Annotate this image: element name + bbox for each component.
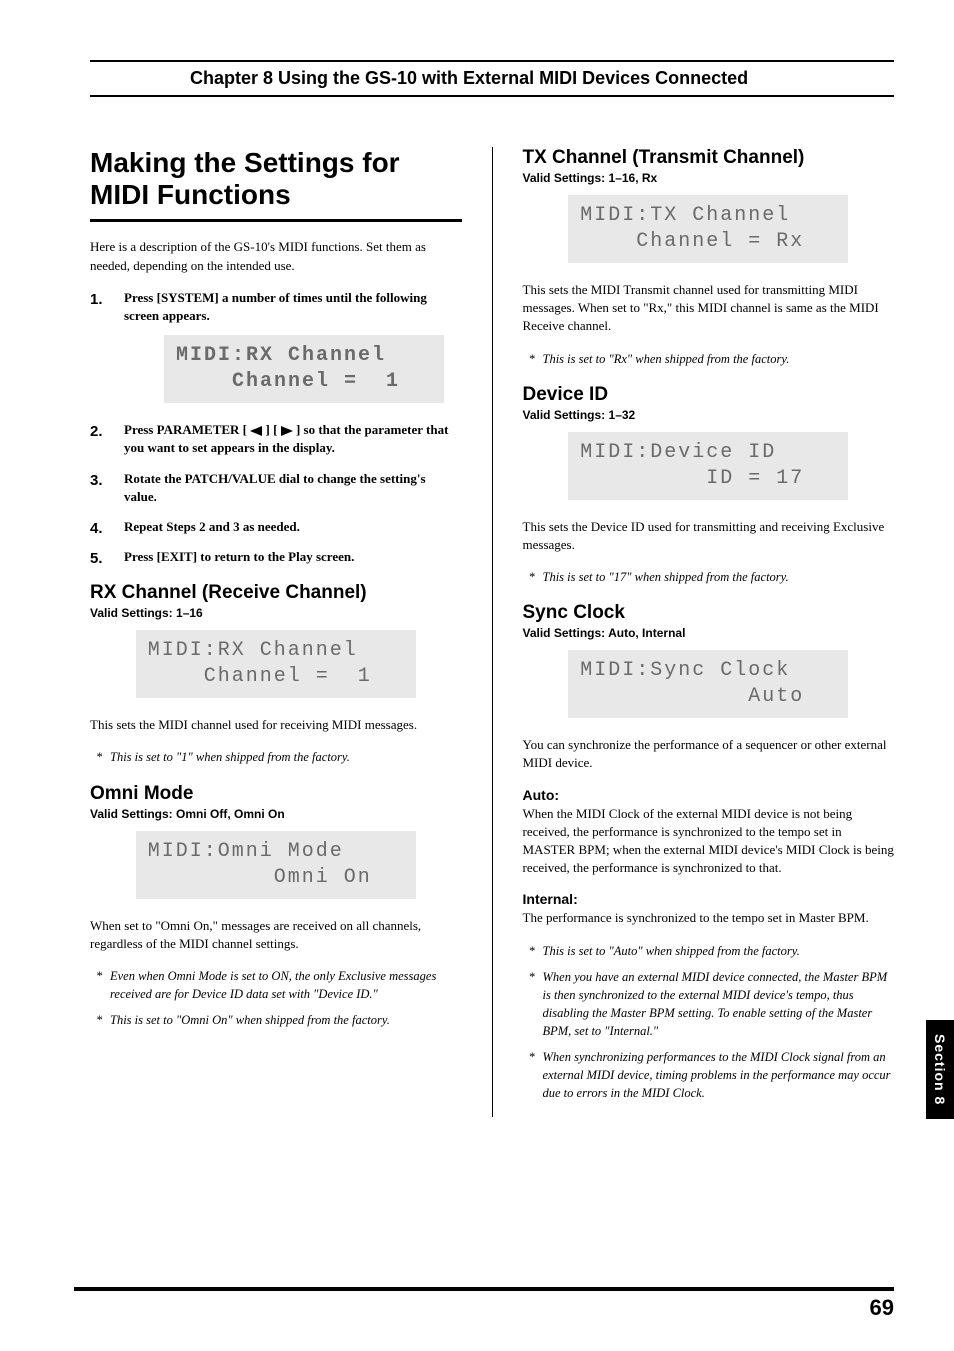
step-3: Rotate the PATCH/VALUE dial to change th… xyxy=(90,470,462,506)
sync-body: You can synchronize the performance of a… xyxy=(523,736,895,772)
internal-body: The performance is synchronized to the t… xyxy=(523,909,895,927)
intro-text: Here is a description of the GS-10's MID… xyxy=(90,238,462,274)
tx-valid: Valid Settings: 1–16, Rx xyxy=(523,171,895,185)
sync-note-1: This is set to "Auto" when shipped from … xyxy=(523,942,895,960)
sync-title: Sync Clock xyxy=(523,602,895,624)
omni-title: Omni Mode xyxy=(90,783,462,805)
main-title: Making the Settings for MIDI Functions xyxy=(90,147,462,222)
left-column: Making the Settings for MIDI Functions H… xyxy=(90,147,462,1117)
device-body: This sets the Device ID used for transmi… xyxy=(523,518,895,554)
chapter-header: Chapter 8 Using the GS-10 with External … xyxy=(90,60,894,97)
lcd-rx-1: MIDI:RX Channel Channel = 1 xyxy=(164,335,444,403)
device-note: This is set to "17" when shipped from th… xyxy=(523,568,895,586)
right-column: TX Channel (Transmit Channel) Valid Sett… xyxy=(523,147,895,1117)
sync-notes: This is set to "Auto" when shipped from … xyxy=(523,942,895,1103)
rx-body: This sets the MIDI channel used for rece… xyxy=(90,716,462,734)
column-divider xyxy=(492,147,493,1117)
omni-notes: Even when Omni Mode is set to ON, the on… xyxy=(90,967,462,1029)
lcd-sync: MIDI:Sync Clock Auto xyxy=(568,650,848,718)
omni-note-1: Even when Omni Mode is set to ON, the on… xyxy=(90,967,462,1003)
rx-note: This is set to "1" when shipped from the… xyxy=(90,748,462,766)
tx-body: This sets the MIDI Transmit channel used… xyxy=(523,281,895,336)
lcd-device: MIDI:Device ID ID = 17 xyxy=(568,432,848,500)
tx-title: TX Channel (Transmit Channel) xyxy=(523,147,895,169)
step-5: Press [EXIT] to return to the Play scree… xyxy=(90,548,462,566)
rx-notes: This is set to "1" when shipped from the… xyxy=(90,748,462,766)
omni-valid: Valid Settings: Omni Off, Omni On xyxy=(90,807,462,821)
device-valid: Valid Settings: 1–32 xyxy=(523,408,895,422)
step-1-text: Press [SYSTEM] a number of times until t… xyxy=(124,290,427,323)
triangle-left-icon xyxy=(250,426,262,436)
side-tab: Section 8 xyxy=(926,1020,954,1119)
tx-notes: This is set to "Rx" when shipped from th… xyxy=(523,350,895,368)
auto-title: Auto: xyxy=(523,787,895,803)
lcd-omni: MIDI:Omni Mode Omni On xyxy=(136,831,416,899)
lcd-rx-2: MIDI:RX Channel Channel = 1 xyxy=(136,630,416,698)
sync-note-2: When you have an external MIDI device co… xyxy=(523,968,895,1041)
step-1: Press [SYSTEM] a number of times until t… xyxy=(90,289,462,403)
auto-body: When the MIDI Clock of the external MIDI… xyxy=(523,805,895,878)
omni-note-2: This is set to "Omni On" when shipped fr… xyxy=(90,1011,462,1029)
device-title: Device ID xyxy=(523,384,895,406)
tx-note: This is set to "Rx" when shipped from th… xyxy=(523,350,895,368)
omni-body: When set to "Omni On," messages are rece… xyxy=(90,917,462,953)
step-4: Repeat Steps 2 and 3 as needed. xyxy=(90,518,462,536)
sync-valid: Valid Settings: Auto, Internal xyxy=(523,626,895,640)
step-2-pre: Press PARAMETER [ xyxy=(124,422,247,437)
step-2: Press PARAMETER [ ] [ ] so that the para… xyxy=(90,421,462,457)
device-notes: This is set to "17" when shipped from th… xyxy=(523,568,895,586)
page-number: 69 xyxy=(74,1287,894,1321)
sync-note-3: When synchronizing performances to the M… xyxy=(523,1048,895,1102)
triangle-right-icon xyxy=(281,426,293,436)
chapter-title: Chapter 8 Using the GS-10 with External … xyxy=(90,68,894,89)
rx-valid: Valid Settings: 1–16 xyxy=(90,606,462,620)
lcd-tx: MIDI:TX Channel Channel = Rx xyxy=(568,195,848,263)
rx-title: RX Channel (Receive Channel) xyxy=(90,582,462,604)
internal-title: Internal: xyxy=(523,891,895,907)
step-list: Press [SYSTEM] a number of times until t… xyxy=(90,289,462,567)
step-2-mid: ] [ xyxy=(266,422,278,437)
